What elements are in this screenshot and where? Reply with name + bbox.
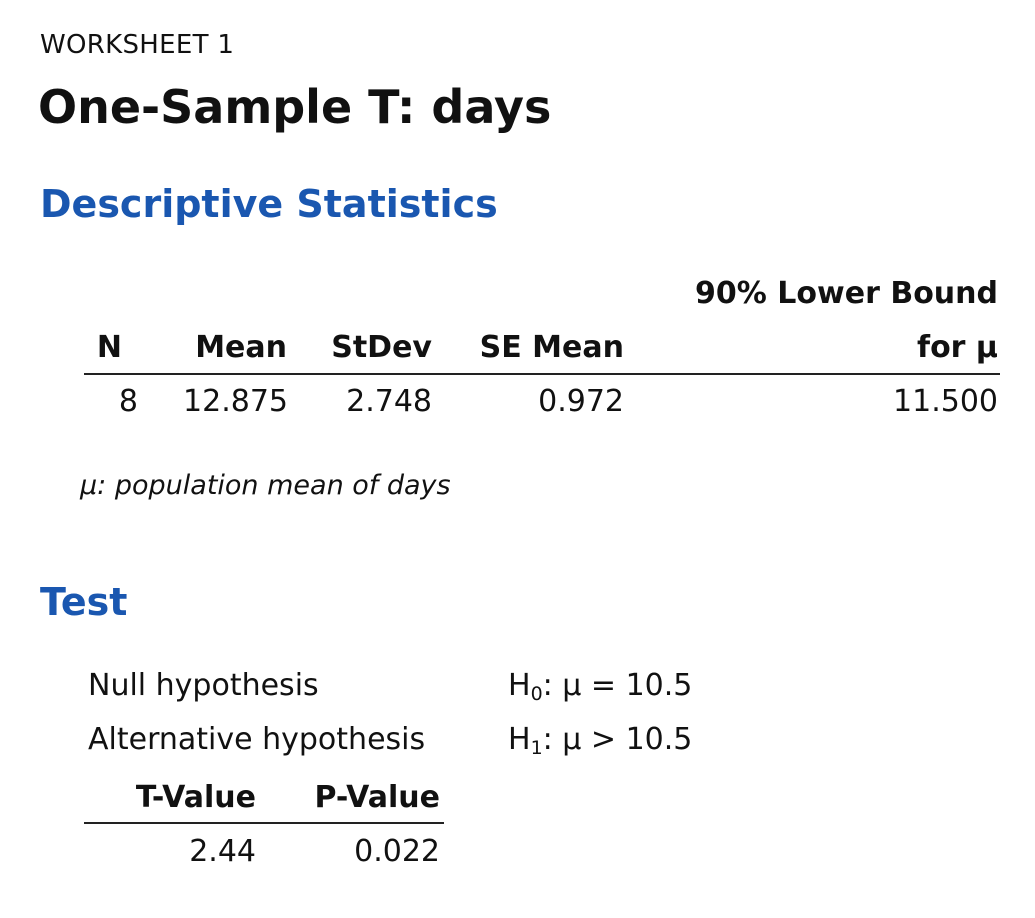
column-header-stdev: StDev: [331, 330, 432, 365]
page-title: One-Sample T: days: [38, 80, 552, 134]
column-header-lower-bound-line1: 90% Lower Bound: [695, 276, 998, 311]
column-header-mean: Mean: [195, 330, 287, 365]
column-header-t-value: T-Value: [135, 780, 256, 815]
alternative-hypothesis-subscript: 1: [530, 737, 543, 759]
population-mean-note: μ: population mean of days: [80, 470, 451, 501]
null-hypothesis-label: Null hypothesis: [88, 668, 319, 703]
column-header-se-mean: SE Mean: [479, 330, 624, 365]
null-hypothesis-value: H0: μ = 10.5: [508, 668, 692, 705]
test-heading: Test: [40, 580, 128, 624]
cell-stdev: 2.748: [346, 384, 432, 419]
worksheet-label: WORKSHEET 1: [40, 30, 235, 60]
alternative-hypothesis-value: H1: μ > 10.5: [508, 722, 692, 759]
alternative-hypothesis-label: Alternative hypothesis: [88, 722, 426, 757]
null-hypothesis-expression: : μ = 10.5: [542, 668, 693, 703]
descriptive-statistics-heading: Descriptive Statistics: [40, 182, 498, 226]
header-divider: [84, 373, 1000, 375]
cell-mean: 12.875: [183, 384, 288, 419]
null-hypothesis-subscript: 0: [530, 683, 543, 705]
cell-p-value: 0.022: [354, 834, 440, 869]
test-header-divider: [84, 822, 444, 824]
cell-t-value: 2.44: [189, 834, 256, 869]
column-header-n: N: [96, 330, 122, 365]
cell-se-mean: 0.972: [538, 384, 624, 419]
null-hypothesis-h: H: [508, 668, 531, 703]
cell-lower-bound: 11.500: [893, 384, 998, 419]
alternative-hypothesis-h: H: [508, 722, 531, 757]
cell-n: 8: [118, 384, 138, 419]
column-header-p-value: P-Value: [314, 780, 440, 815]
alternative-hypothesis-expression: : μ > 10.5: [542, 722, 693, 757]
column-header-lower-bound-line2: for μ: [917, 330, 998, 365]
